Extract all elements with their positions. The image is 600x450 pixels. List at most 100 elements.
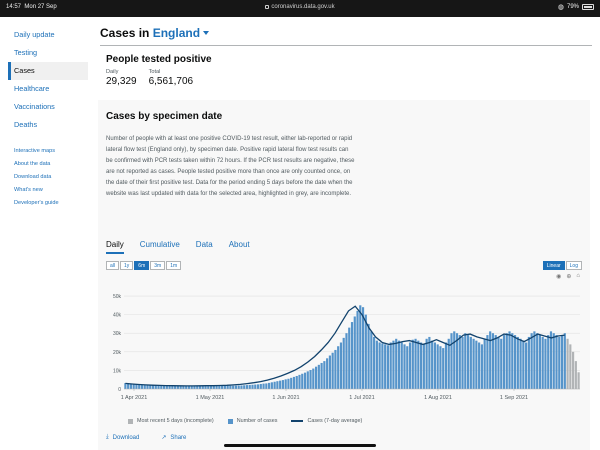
legend-average: Cases (7-day average)	[291, 418, 362, 424]
range-6m-button[interactable]: 6m	[134, 261, 150, 270]
case-bar	[290, 377, 293, 389]
case-bar	[560, 335, 564, 389]
camera-icon[interactable]: ◉	[556, 274, 562, 280]
case-bar	[442, 348, 445, 389]
case-bar	[276, 381, 279, 389]
sidebar-item-vaccinations[interactable]: Vaccinations	[14, 102, 55, 111]
case-bar	[207, 386, 210, 389]
case-bar	[229, 385, 232, 389]
case-bar	[547, 335, 550, 389]
link-interactive-maps[interactable]: Interactive maps	[14, 148, 56, 154]
y-tick-label: 50k	[113, 294, 122, 300]
scale-linear-button[interactable]: Linear	[542, 261, 565, 270]
caret-down-icon[interactable]	[203, 31, 210, 35]
download-icon: ⤓	[106, 434, 109, 440]
case-bar	[342, 337, 345, 389]
case-bar	[157, 385, 160, 389]
case-bar	[146, 385, 149, 389]
link-about-data[interactable]: About the data	[14, 161, 51, 167]
tab-daily[interactable]: Daily	[106, 240, 124, 254]
scale-log-button[interactable]: Log	[565, 261, 582, 270]
battery-percent: 79%	[566, 4, 579, 10]
url-text: coronavirus.data.gov.uk	[271, 4, 335, 10]
share-button[interactable]: ↗ Share	[161, 434, 187, 442]
case-bar	[251, 384, 254, 389]
case-bar	[232, 385, 235, 389]
case-bar	[395, 338, 398, 389]
legend-cases: Number of cases	[227, 418, 277, 424]
sidebar: Daily update Testing Cases Healthcare Va…	[0, 17, 92, 450]
case-bar	[124, 383, 127, 389]
case-bar	[298, 374, 301, 389]
case-bar	[461, 336, 464, 389]
range-1y-button[interactable]: 1y	[120, 261, 134, 270]
case-bar	[140, 384, 144, 389]
tab-about[interactable]: About	[228, 240, 250, 249]
case-bar	[392, 340, 395, 389]
case-bar	[165, 385, 168, 389]
card-actions: ⤓ Download ↗ Share	[106, 434, 186, 441]
sidebar-item-testing[interactable]: Testing	[14, 48, 38, 57]
stat-daily: Daily 29,329	[106, 69, 137, 87]
home-icon[interactable]: ⌂	[576, 273, 580, 279]
case-bar	[522, 340, 525, 389]
area-name[interactable]: England	[152, 26, 201, 40]
cases-chart[interactable]: 0 10k 20k 30k 40k 50k 1 Apr 2021 1 May 2021 1 Ju…	[98, 277, 590, 411]
case-bar	[196, 386, 199, 389]
zoom-icon[interactable]: ⊕	[566, 274, 572, 280]
link-developers-guide[interactable]: Developer's guide	[14, 200, 59, 206]
case-bar	[414, 338, 417, 389]
y-tick-label: 30k	[113, 331, 122, 337]
case-bar	[381, 343, 384, 389]
case-bar	[536, 333, 539, 389]
range-1m-button[interactable]: 1m	[166, 261, 182, 270]
y-tick-label: 0	[118, 387, 121, 393]
case-bar	[411, 339, 414, 389]
case-bar	[505, 333, 508, 389]
case-bar	[149, 385, 152, 389]
case-bar	[530, 333, 533, 389]
case-bar	[458, 335, 461, 389]
stat-total-value: 6,561,706	[148, 76, 194, 87]
chart-tabs: Daily Cumulative Data About	[106, 240, 250, 254]
range-3m-button[interactable]: 3m	[150, 261, 166, 270]
tab-data[interactable]: Data	[195, 240, 213, 249]
case-bar	[212, 386, 215, 389]
link-download-data[interactable]: Download data	[14, 174, 52, 180]
battery-indicator: ◍ 79%	[558, 3, 594, 11]
case-bar	[234, 385, 238, 389]
case-bar	[221, 385, 224, 389]
case-bar	[538, 335, 542, 389]
case-bar	[480, 344, 483, 389]
case-bar	[179, 385, 182, 389]
range-all-button[interactable]: all	[106, 261, 120, 270]
page-title: Cases in England	[100, 26, 210, 40]
stat-daily-label: Daily	[106, 69, 119, 75]
case-bar	[375, 340, 378, 389]
case-bar	[486, 335, 489, 389]
case-bar	[455, 333, 459, 389]
link-whats-new[interactable]: What's new	[14, 187, 43, 193]
scale-selector: Linear Log	[542, 261, 582, 270]
case-bar	[525, 342, 528, 389]
download-button[interactable]: ⤓ Download	[106, 434, 140, 441]
y-tick-label: 40k	[113, 313, 122, 319]
case-bar	[389, 342, 392, 389]
sidebar-item-healthcare[interactable]: Healthcare	[14, 84, 50, 93]
case-bar	[483, 338, 486, 389]
case-bar	[151, 385, 155, 389]
sidebar-item-deaths[interactable]: Deaths	[14, 120, 38, 129]
case-bar	[306, 371, 309, 389]
case-bar	[248, 384, 251, 389]
case-bar	[143, 384, 146, 389]
sidebar-item-cases[interactable]: Cases	[8, 62, 88, 80]
area-selector[interactable]: England	[152, 26, 210, 40]
home-indicator	[224, 444, 376, 447]
tab-cumulative[interactable]: Cumulative	[139, 240, 180, 249]
case-bar	[187, 386, 191, 389]
address-bar[interactable]: coronavirus.data.gov.uk	[0, 4, 600, 10]
legend-incomplete: Most recent 5 days (incomplete)	[128, 418, 214, 424]
case-bar	[513, 335, 517, 389]
case-bar	[428, 336, 431, 389]
sidebar-item-daily-update[interactable]: Daily update	[14, 30, 55, 39]
